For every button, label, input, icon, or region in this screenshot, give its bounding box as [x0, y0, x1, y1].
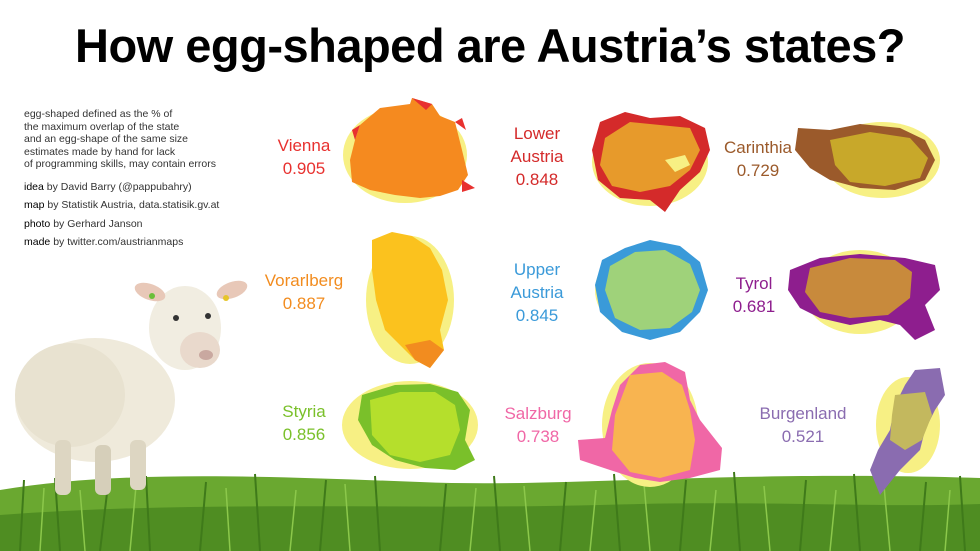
upper-austria-shape	[595, 240, 708, 340]
state-name: Austria	[510, 147, 564, 166]
state-name: Burgenland	[759, 404, 847, 423]
credit-made: made by twitter.com/austrianmaps	[24, 236, 184, 248]
state-name: Lower	[513, 124, 561, 143]
state-name: Upper	[513, 260, 561, 279]
vienna-shape	[343, 98, 475, 203]
state-score: 0.521	[781, 427, 825, 446]
vorarlberg-shape	[366, 232, 454, 368]
lower-austria-shape	[592, 112, 710, 212]
burgenland-shape	[870, 368, 945, 495]
label-carinthia: Carinthia 0.729	[712, 136, 804, 182]
salzburg-shape	[578, 362, 722, 487]
state-name: Vorarlberg	[264, 271, 344, 290]
label-lower-austria: Lower Austria 0.848	[492, 122, 582, 191]
state-score: 0.856	[282, 425, 326, 444]
state-score: 0.905	[282, 159, 326, 178]
label-burgenland: Burgenland 0.521	[744, 402, 862, 448]
state-score: 0.738	[516, 427, 560, 446]
grass	[0, 471, 980, 551]
state-name: Austria	[510, 283, 564, 302]
credit-idea: idea by David Barry (@pappubahry)	[24, 180, 192, 193]
state-name: Carinthia	[723, 138, 793, 157]
tyrol-shape	[788, 250, 940, 340]
state-score: 0.887	[282, 294, 326, 313]
state-name: Vienna	[277, 136, 331, 155]
notes-panel: egg-shaped defined as the % of the maxim…	[24, 108, 254, 255]
sheep-photo	[15, 280, 248, 495]
label-tyrol: Tyrol 0.681	[722, 272, 786, 318]
state-score: 0.729	[736, 161, 780, 180]
label-vorarlberg: Vorarlberg 0.887	[252, 269, 356, 315]
definition-text: egg-shaped defined as the % of the maxim…	[24, 108, 216, 170]
state-score: 0.681	[732, 297, 776, 316]
label-styria: Styria 0.856	[262, 400, 346, 446]
label-vienna: Vienna 0.905	[262, 134, 346, 180]
carinthia-shape	[795, 122, 940, 198]
credit-photo: photo by Gerhard Janson	[24, 217, 143, 230]
styria-shape	[342, 381, 478, 470]
label-upper-austria: Upper Austria 0.845	[492, 258, 582, 327]
state-score: 0.848	[515, 170, 559, 189]
label-salzburg: Salzburg 0.738	[492, 402, 584, 448]
state-name: Salzburg	[504, 404, 572, 423]
credit-map: map by Statistik Austria, data.statisik.…	[24, 199, 220, 211]
state-score: 0.845	[515, 306, 559, 325]
state-name: Tyrol	[735, 274, 773, 293]
state-name: Styria	[282, 402, 326, 421]
page-title: How egg-shaped are Austria’s states?	[75, 19, 905, 72]
